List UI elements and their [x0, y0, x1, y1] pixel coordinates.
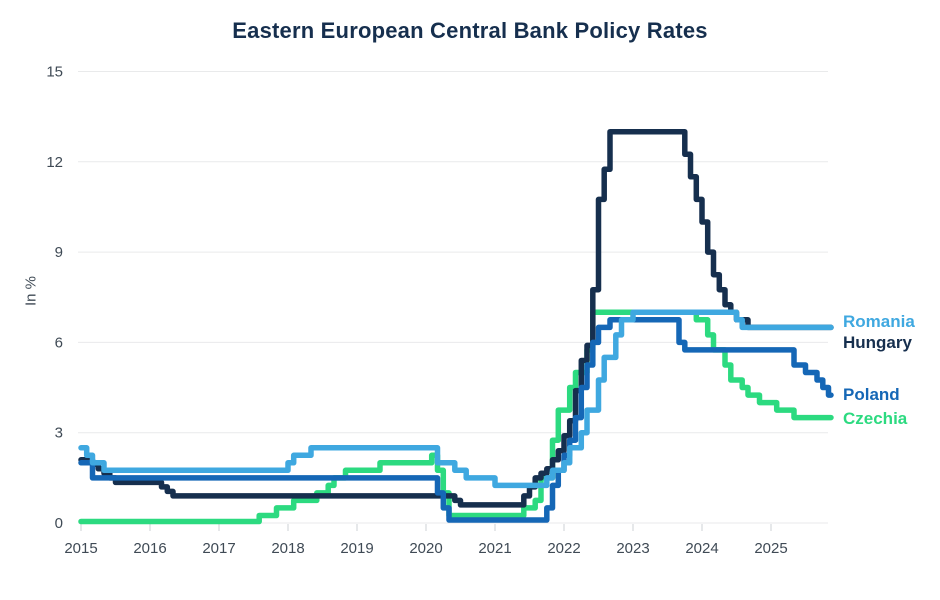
x-tick-label: 2020 — [409, 540, 442, 557]
y-tick-label: 12 — [46, 154, 63, 171]
x-tick-label: 2023 — [616, 540, 649, 557]
gridlines — [78, 71, 828, 524]
x-tick-label: 2017 — [202, 540, 235, 557]
x-tick-label: 2016 — [133, 540, 166, 557]
legend-label-romania: Romania — [843, 312, 915, 332]
series-line-hungary — [78, 128, 834, 508]
y-axis-tick-labels: 0 3 6 9 12 15 — [46, 64, 63, 533]
chart-title: Eastern European Central Bank Policy Rat… — [232, 18, 708, 43]
x-tick-label: 2015 — [64, 540, 97, 557]
x-tick-label: 2021 — [478, 540, 511, 557]
x-tick-label: 2018 — [271, 540, 304, 557]
x-axis-tick-labels: 2015 2016 2017 2018 2019 2020 2021 2022 2023 2024… — [64, 524, 788, 557]
x-tick-label: 2024 — [685, 540, 718, 557]
y-tick-label: 9 — [55, 244, 63, 261]
legend-label-hungary: Hungary — [843, 333, 912, 353]
x-tick-label: 2022 — [547, 540, 580, 557]
y-tick-label: 15 — [46, 64, 63, 81]
legend-label-poland: Poland — [843, 385, 900, 405]
legend-label-czechia: Czechia — [843, 408, 908, 428]
series-line-romania — [78, 309, 834, 489]
y-tick-label: 0 — [55, 515, 63, 532]
x-tick-label: 2025 — [754, 540, 787, 557]
y-tick-label: 3 — [55, 425, 63, 442]
series-line-poland — [78, 317, 834, 523]
series-line-czechia — [78, 309, 834, 525]
x-tick-label: 2019 — [340, 540, 373, 557]
y-tick-label: 6 — [55, 334, 63, 351]
